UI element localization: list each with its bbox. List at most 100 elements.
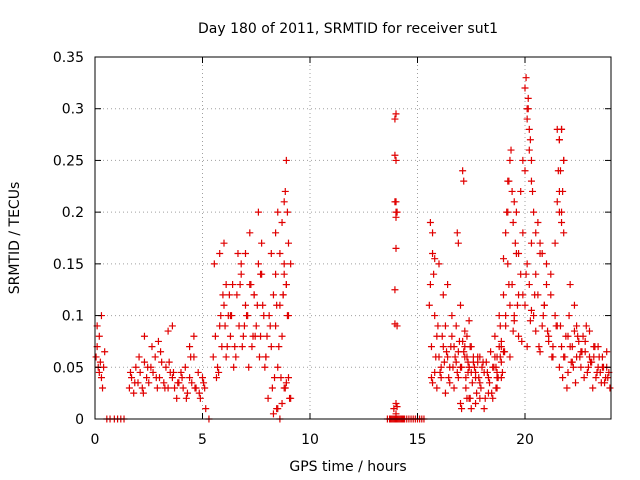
data-point (496, 322, 504, 330)
data-point (154, 337, 162, 345)
data-point (181, 363, 189, 371)
data-point (468, 379, 476, 387)
plot-frame (94, 56, 612, 420)
data-point (476, 379, 484, 387)
data-point (448, 312, 456, 320)
x-tick-label: 10 (301, 432, 319, 448)
data-point (602, 374, 610, 382)
data-point (222, 353, 230, 361)
data-point (487, 348, 495, 356)
data-point (515, 332, 523, 340)
data-point (527, 156, 535, 164)
data-point (457, 301, 464, 309)
data-point (462, 374, 470, 382)
data-point (254, 260, 262, 268)
data-point (226, 332, 234, 340)
data-point (567, 358, 575, 366)
data-point (202, 405, 210, 413)
data-point (530, 312, 538, 320)
data-point (458, 405, 466, 413)
x-axis-label: GPS time / hours (289, 459, 406, 475)
data-point (527, 177, 535, 185)
data-point (470, 363, 478, 371)
data-point (469, 358, 477, 366)
data-point (558, 343, 566, 351)
data-point (223, 343, 231, 351)
data-point (145, 379, 153, 387)
y-tick-label: 0.3 (62, 102, 84, 118)
data-point (283, 208, 291, 216)
data-point (556, 167, 564, 175)
data-point (513, 301, 521, 309)
data-point (544, 327, 552, 335)
data-point (210, 260, 218, 268)
data-point (454, 374, 462, 382)
data-point (151, 353, 159, 361)
data-point (570, 327, 578, 335)
data-point (393, 403, 401, 411)
data-point (454, 239, 462, 247)
data-point (282, 156, 290, 164)
data-point (279, 291, 287, 299)
data-point (214, 363, 222, 371)
y-axis-label: SRMTID / TECUs (7, 182, 23, 295)
data-point (183, 389, 191, 397)
data-point (177, 368, 185, 376)
data-point (280, 260, 288, 268)
data-point (574, 332, 582, 340)
data-point (549, 343, 557, 351)
data-point (519, 291, 527, 299)
data-points (92, 74, 614, 423)
data-point (130, 389, 138, 397)
data-point (234, 250, 242, 258)
data-point (459, 167, 467, 175)
data-point (220, 301, 228, 309)
data-point (216, 250, 224, 258)
data-point (429, 250, 437, 258)
data-point (538, 322, 546, 330)
data-point (282, 379, 290, 387)
data-point (96, 358, 104, 366)
data-point (274, 405, 282, 413)
data-point (561, 353, 569, 361)
data-point (95, 332, 103, 340)
data-point (269, 410, 277, 418)
data-point (577, 363, 585, 371)
data-point (253, 301, 261, 309)
data-point (472, 399, 480, 407)
data-point (484, 389, 492, 397)
data-point (500, 255, 507, 263)
data-point (138, 384, 146, 392)
data-point (508, 187, 516, 195)
data-point (549, 353, 557, 361)
x-tick-label: 0 (91, 432, 100, 448)
data-point (392, 208, 400, 216)
data-point (517, 187, 525, 195)
data-point (594, 343, 602, 351)
x-tick-label: 15 (409, 432, 427, 448)
data-point (429, 379, 437, 387)
data-point (243, 312, 251, 320)
data-point (587, 358, 595, 366)
data-point (143, 374, 151, 382)
data-point (518, 337, 526, 345)
data-point (483, 368, 491, 376)
data-point (560, 229, 568, 237)
data-point (581, 337, 589, 345)
data-point (569, 363, 577, 371)
data-point (560, 156, 568, 164)
data-point (534, 218, 542, 226)
x-tick-label: 5 (198, 432, 207, 448)
data-point (573, 322, 581, 330)
data-point (563, 384, 571, 392)
data-point (239, 332, 247, 340)
data-point (521, 301, 529, 309)
data-point (247, 281, 255, 289)
data-point (278, 332, 286, 340)
data-point (453, 368, 461, 376)
data-point (536, 348, 544, 356)
data-point (194, 368, 202, 376)
data-point (140, 358, 148, 366)
data-point (264, 394, 272, 402)
data-point (572, 379, 580, 387)
